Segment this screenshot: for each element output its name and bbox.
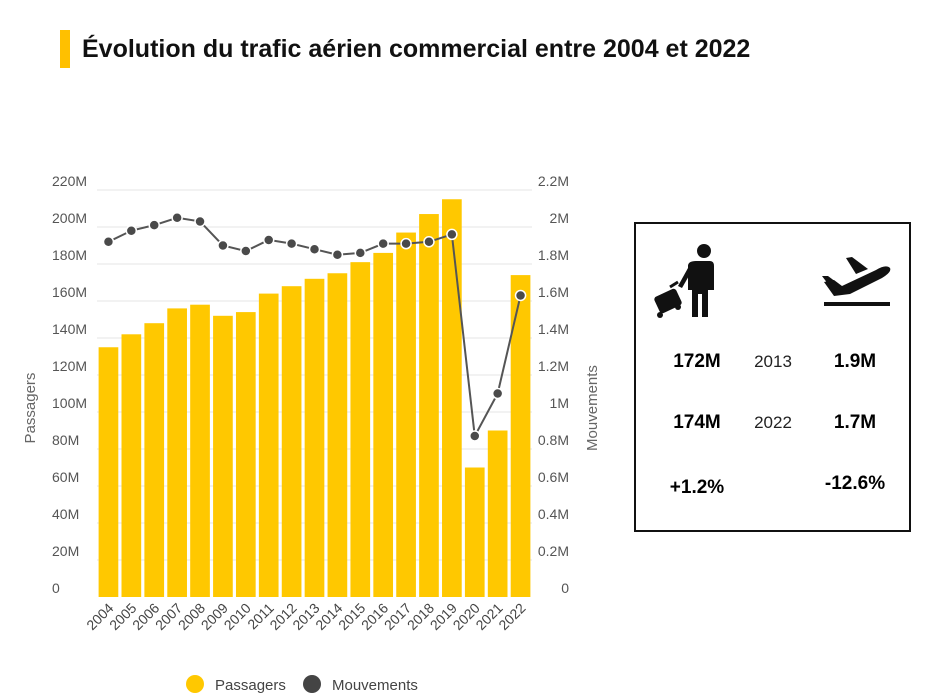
stat-movements-change: -12.6% — [824, 473, 886, 494]
point-mouvements-2016 — [377, 237, 389, 250]
y-right-tick-label: 1.2M — [538, 358, 569, 374]
point-mouvements-2017 — [400, 237, 412, 250]
stat-passengers-2013: 172M — [673, 351, 721, 372]
legend-label-passagers: Passagers — [215, 677, 286, 694]
airplane-takeoff-icon — [822, 257, 891, 306]
bar-passagers-2013 — [304, 278, 325, 597]
stat-movements-2022: 1.7M — [833, 412, 877, 433]
legend-swatch-mouvements — [303, 675, 321, 693]
y-left-tick-label: 80M — [52, 432, 79, 448]
point-mouvements-2005 — [125, 224, 138, 237]
y-right-tick-label: 1.6M — [538, 284, 569, 300]
legend-label-mouvements: Mouvements — [332, 677, 418, 694]
y-left-tick-label: 0 — [52, 580, 60, 596]
point-mouvements-2014 — [331, 249, 344, 261]
y-right-tick-label: 2.2M — [538, 173, 569, 189]
y-right-tick-label: 0.8M — [538, 432, 569, 448]
bar-passagers-2007 — [167, 308, 187, 597]
y-left-tick-label: 200M — [52, 210, 87, 226]
point-mouvements-2019 — [446, 228, 458, 241]
bar-passagers-2009 — [213, 315, 233, 597]
y-right-tick-label: 0 — [561, 580, 569, 596]
bar-passagers-2021 — [487, 430, 508, 597]
y-left-tick-label: 40M — [52, 506, 79, 522]
y-right-tick-label: 0.6M — [538, 469, 569, 485]
y-right-tick-label: 0.4M — [538, 506, 569, 522]
stat-passengers-2022: 174M — [673, 412, 721, 433]
point-mouvements-2006 — [148, 219, 160, 231]
y-right-tick-label: 1.8M — [538, 247, 569, 263]
y-left-tick-label: 160M — [52, 284, 87, 300]
y-left-tick-label: 20M — [52, 543, 79, 559]
bar-passagers-2017 — [396, 232, 416, 598]
legend-swatch-passagers — [186, 675, 204, 693]
point-mouvements-2013 — [308, 243, 321, 255]
point-mouvements-2020 — [469, 430, 481, 442]
chart-legend: Passagers Mouvements — [186, 675, 418, 694]
bar-passagers-2022 — [510, 275, 531, 597]
point-mouvements-2010 — [240, 245, 252, 257]
x-tick-label: 2022 — [495, 600, 528, 633]
y-left-tick-label: 60M — [52, 469, 79, 485]
stat-movements-2013: 1.9M — [833, 351, 877, 372]
point-mouvements-2012 — [285, 237, 298, 250]
y-left-axis-title: Passagers — [22, 373, 39, 444]
bar-passagers-2005 — [121, 334, 142, 597]
point-mouvements-2004 — [102, 236, 115, 248]
bar-passagers-2004 — [98, 347, 119, 597]
bar-passagers-2011 — [258, 293, 279, 597]
bar-passagers-2020 — [464, 467, 485, 597]
stat-year-2013: 2013 — [754, 352, 792, 371]
point-mouvements-2008 — [194, 215, 206, 228]
bar-passagers-2014 — [327, 273, 348, 597]
stat-year-2022: 2022 — [754, 413, 792, 432]
bar-passagers-2008 — [190, 304, 210, 597]
y-right-tick-label: 1.4M — [538, 321, 569, 337]
y-right-tick-label: 2M — [550, 210, 569, 226]
title-accent-bar — [60, 30, 70, 68]
stats-panel: 172M 2013 1.9M 174M 2022 1.7M +1.2% -12.… — [634, 222, 911, 532]
point-mouvements-2018 — [423, 236, 435, 248]
point-mouvements-2015 — [354, 247, 367, 259]
bar-passagers-2019 — [442, 199, 462, 597]
y-right-tick-label: 1M — [550, 395, 569, 411]
y-left-tick-label: 140M — [52, 321, 87, 337]
point-mouvements-2007 — [171, 212, 183, 224]
y-left-tick-label: 120M — [52, 358, 87, 374]
bar-passagers-2016 — [373, 252, 394, 597]
point-mouvements-2009 — [217, 239, 229, 252]
y-right-tick-label: 0.2M — [538, 543, 569, 559]
bar-passagers-2018 — [419, 214, 439, 598]
stat-passengers-change: +1.2% — [669, 477, 725, 498]
title-block: Évolution du trafic aérien commercial en… — [60, 30, 750, 68]
y-left-tick-label: 100M — [52, 395, 87, 411]
y-left-tick-label: 180M — [52, 247, 87, 263]
page-title: Évolution du trafic aérien commercial en… — [82, 34, 751, 63]
bar-passagers-2015 — [350, 262, 371, 597]
point-mouvements-2011 — [262, 234, 275, 246]
y-right-axis-title: Mouvements — [584, 365, 601, 451]
point-mouvements-2021 — [491, 387, 504, 400]
point-mouvements-2022 — [514, 289, 527, 302]
y-left-tick-label: 220M — [52, 173, 87, 189]
traveler-with-luggage-icon — [654, 244, 714, 318]
bar-passagers-2010 — [235, 312, 256, 597]
bar-passagers-2012 — [281, 286, 302, 597]
bar-passagers-2006 — [144, 323, 165, 597]
